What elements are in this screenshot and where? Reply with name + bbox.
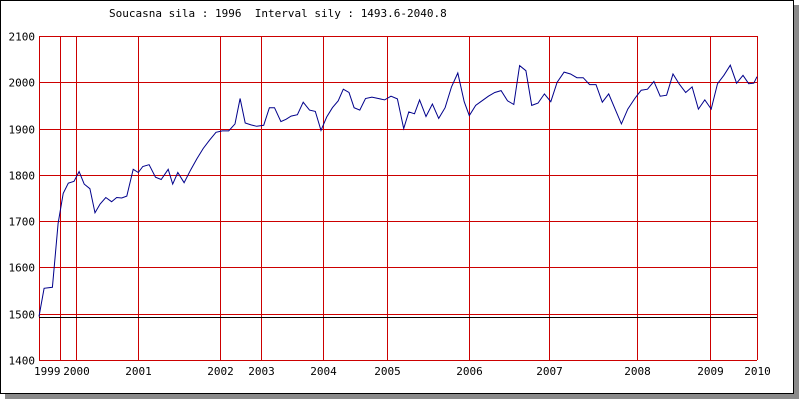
x-tick-label-2008: 2008 bbox=[624, 365, 651, 378]
x-tick-label-2005: 2005 bbox=[374, 365, 401, 378]
x-tick-label-2004: 2004 bbox=[310, 365, 337, 378]
current-value: 1996 bbox=[214, 7, 242, 20]
y-tick-label-1700: 1700 bbox=[9, 216, 36, 229]
y-tick-label-1800: 1800 bbox=[9, 170, 36, 183]
x-tick-label-2006: 2006 bbox=[456, 365, 483, 378]
y-tick-label-1900: 1900 bbox=[9, 124, 36, 137]
interval-value: 1493.6-2040.8 bbox=[360, 7, 447, 20]
x-tick-label-2009: 2009 bbox=[697, 365, 724, 378]
y-tick-label-1500: 1500 bbox=[9, 309, 36, 322]
x-tick-label-2000: 2000 bbox=[63, 365, 90, 378]
x-tick-label-1999: 1999 bbox=[34, 365, 61, 378]
x-tick-label-2010: 2010 bbox=[744, 365, 771, 378]
y-tick-label-2100: 2100 bbox=[9, 31, 36, 44]
y-tick-label-1400: 1400 bbox=[9, 355, 36, 368]
chart-title: Soucasna sila : 1996 Interval sily : 149… bbox=[109, 7, 447, 20]
chart-frame: Soucasna sila : 1996 Interval sily : 149… bbox=[0, 0, 794, 394]
x-tick-label-2001: 2001 bbox=[125, 365, 152, 378]
y-tick-label-1600: 1600 bbox=[9, 262, 36, 275]
x-tick-label-2003: 2003 bbox=[248, 365, 275, 378]
series-line-0 bbox=[38, 64, 758, 317]
x-tick-label-2007: 2007 bbox=[536, 365, 563, 378]
x-tick-label-2002: 2002 bbox=[207, 365, 234, 378]
interval-label: Interval sily : bbox=[254, 7, 355, 20]
current-label: Soucasna sila : bbox=[109, 7, 209, 20]
y-tick-label-2000: 2000 bbox=[9, 77, 36, 90]
